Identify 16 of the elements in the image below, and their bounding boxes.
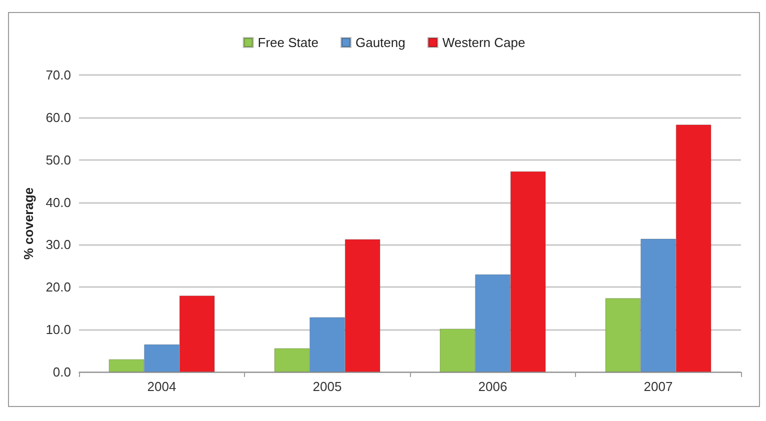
x-tick-label: 2004 (147, 379, 176, 394)
legend-label: Free State (258, 35, 318, 50)
y-tick-label: 50.0 (46, 152, 71, 168)
y-tick-label: 70.0 (46, 68, 71, 82)
x-tick-label: 2005 (312, 379, 342, 394)
y-tick-label: 20.0 (46, 280, 71, 295)
x-tick-label: 2007 (644, 379, 673, 394)
y-tick-label: 10.0 (46, 322, 71, 338)
x-tick-label: 2006 (478, 379, 508, 394)
y-tick-label: 40.0 (46, 194, 71, 210)
y-tick-label: 30.0 (46, 237, 71, 252)
legend-label: Western Cape (442, 35, 526, 50)
y-tick-label: 60.0 (46, 110, 71, 125)
y-axis-title: % coverage (20, 187, 36, 260)
legend-label: Gauteng (355, 35, 406, 50)
y-tick-label: 0.0 (52, 364, 71, 380)
